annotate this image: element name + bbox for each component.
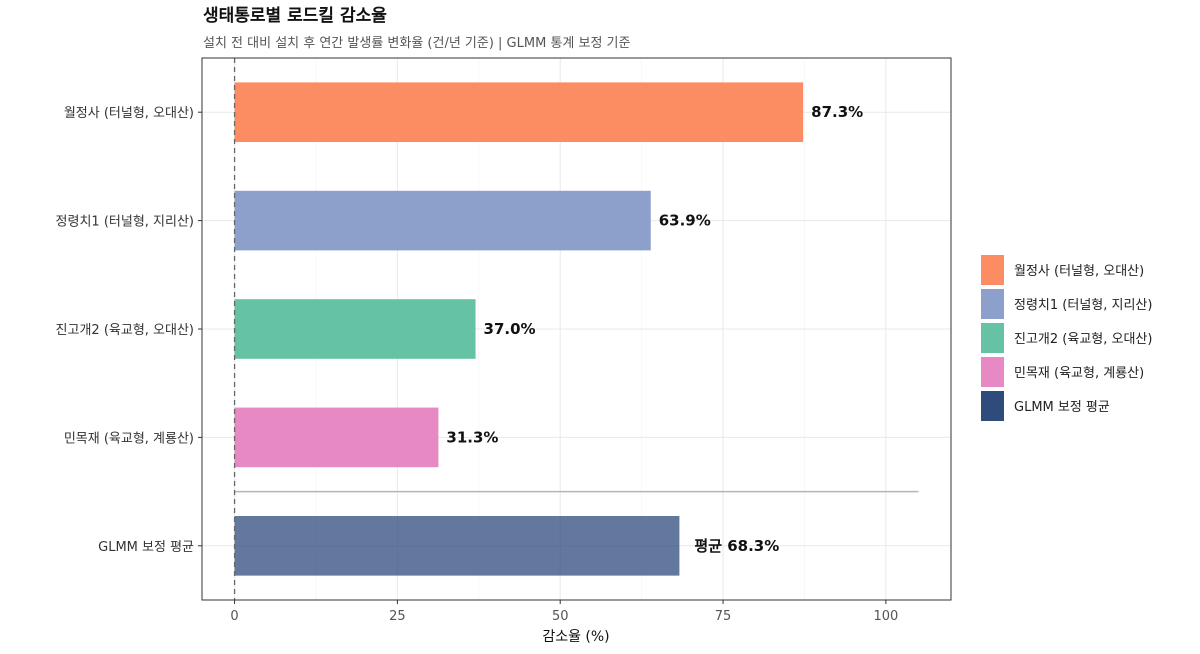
legend-key [981,289,1004,319]
legend-label: 진고개2 (육교형, 오대산) [1014,332,1152,347]
data-label: 평균 68.3% [694,537,779,555]
legend-key [981,323,1004,353]
data-label: 63.9% [659,212,711,230]
data-label: 31.3% [446,428,498,446]
legend-label: GLMM 보정 평균 [1014,400,1110,415]
x-tick-label: 100 [873,609,898,624]
legend-key [981,357,1004,387]
y-tick-label: 월정사 (터널형, 오대산) [64,106,194,121]
legend-label: 정령치1 (터널형, 지리산) [1014,298,1152,313]
x-tick-label: 50 [552,609,569,624]
x-tick-label: 25 [389,609,406,624]
chart-subtitle: 설치 전 대비 설치 후 연간 발생률 변화율 (건/년 기준) | GLMM … [203,36,631,51]
bar [234,190,651,251]
y-tick-label: GLMM 보정 평균 [98,540,194,555]
legend-key [981,391,1004,421]
bar [234,515,680,576]
data-label: 37.0% [484,320,536,338]
x-tick-label: 75 [715,609,732,624]
legend-label: 민목재 (육교형, 계룡산) [1014,366,1144,381]
y-tick-label: 정령치1 (터널형, 지리산) [56,215,194,230]
bar [234,299,476,359]
chart-title: 생태통로별 로드킬 감소율 [203,6,387,26]
bar [234,82,804,143]
bar [234,407,439,468]
x-tick-label: 0 [230,609,238,624]
legend: 월정사 (터널형, 오대산) 정령치1 (터널형, 지리산) 진고개2 (육교형, … [981,255,1152,421]
legend-label: 월정사 (터널형, 오대산) [1014,264,1144,279]
legend-key [981,255,1004,285]
data-label: 87.3% [811,103,863,121]
y-tick-label: 민목재 (육교형, 계룡산) [64,431,194,446]
plot-panel: 87.3% 63.9% 37.0% 31.3% 평균 68.3% 월정사 (터널형, 오대… [56,57,952,624]
x-axis-label: 감소율 (%) [542,629,609,645]
y-tick-label: 진고개2 (육교형, 오대산) [56,323,194,338]
